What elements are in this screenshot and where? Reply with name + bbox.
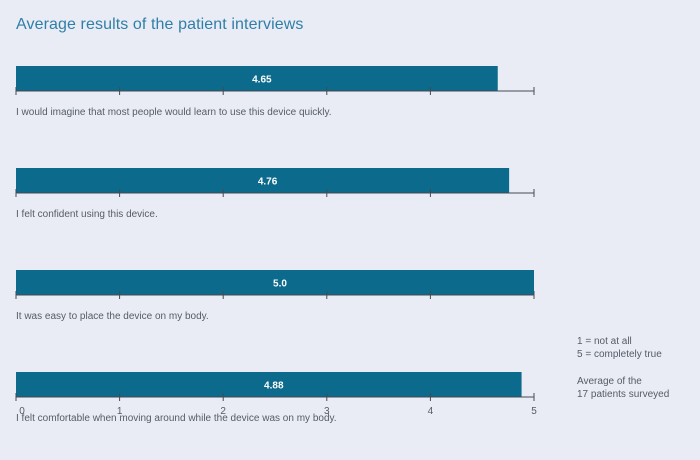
tick-label-5: 5 (531, 406, 537, 417)
bar-value-label-1: 4.65 (252, 75, 272, 86)
bar-2 (16, 168, 510, 193)
bar-value-label-3: 5.0 (273, 279, 287, 290)
bar-4 (16, 372, 522, 397)
bar-value-label-2: 4.76 (258, 177, 278, 188)
statement-label-4: I felt comfortable when moving around wh… (16, 413, 337, 424)
tick-label-0: 0 (19, 406, 25, 417)
tick-label-3: 3 (324, 406, 330, 417)
scale-legend-line-1: 1 = not at all (577, 336, 632, 347)
tick-label-4: 4 (428, 406, 434, 417)
chart-title: Average results of the patient interview… (16, 16, 304, 33)
sample-note: Average of the 17 patients surveyed (577, 375, 669, 401)
scale-legend-line-2: 5 = completely true (577, 349, 662, 360)
statement-label-1: I would imagine that most people would l… (16, 107, 332, 118)
scale-legend: 1 = not at all 5 = completely true (577, 335, 662, 361)
tick-label-1: 1 (117, 406, 123, 417)
statement-label-2: I felt confident using this device. (16, 209, 158, 220)
bar-value-label-4: 4.88 (264, 381, 284, 392)
statement-label-3: It was easy to place the device on my bo… (16, 311, 209, 322)
bar-3 (16, 270, 534, 295)
sample-note-line-2: 17 patients surveyed (577, 389, 670, 400)
bar-1 (16, 66, 498, 91)
sample-note-line-1: Average of the (577, 376, 642, 387)
tick-label-2: 2 (220, 406, 226, 417)
